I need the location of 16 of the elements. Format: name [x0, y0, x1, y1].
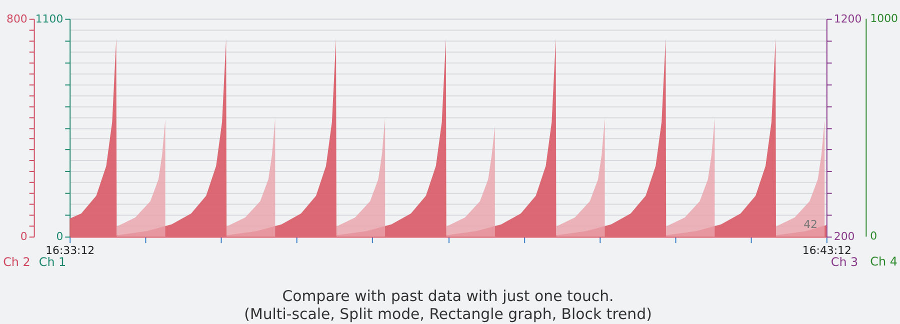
text: 1000 — [870, 12, 898, 25]
y2-axis-title: Ch 1 — [38, 254, 66, 269]
text: 0 — [870, 230, 878, 243]
x-tick-label: 16:43:12 — [802, 244, 852, 257]
y2-tick-label: 1100 — [35, 12, 64, 26]
y-tick-label: 800 — [6, 12, 28, 26]
x-tick-label: 16:33:12 — [46, 244, 95, 257]
y2-tick-label: 0 — [56, 230, 64, 244]
y3-tick-label: 1200 — [834, 12, 862, 26]
text: Ch 4 — [870, 254, 898, 268]
y3-axis-title: Ch 3 — [830, 254, 858, 269]
y3-tick-label: 200 — [834, 230, 855, 244]
text: Compare with past data with just one touch. — [282, 287, 614, 306]
annotation: 42 — [804, 218, 818, 232]
text: (Multi-scale, Split mode, Rectangle graph, Block trend) — [244, 305, 652, 324]
y-axis-title: Ch 2 — [3, 254, 30, 269]
